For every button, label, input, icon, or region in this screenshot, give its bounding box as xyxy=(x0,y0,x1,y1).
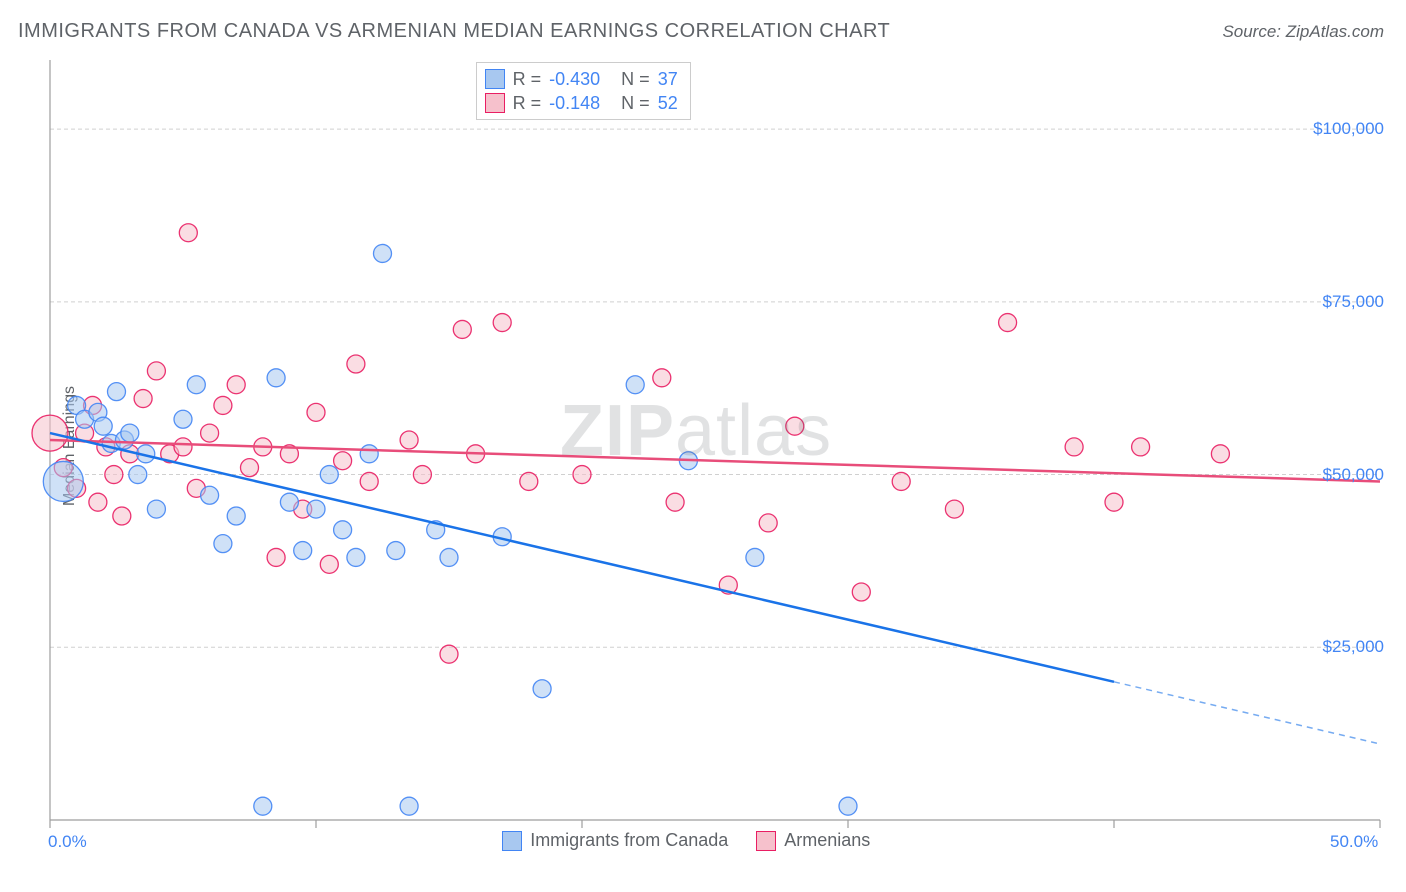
y-tick-label: $50,000 xyxy=(1323,465,1384,485)
swatch-series1 xyxy=(502,831,522,851)
stats-row-1: R = -0.430 N = 37 xyxy=(485,67,678,91)
watermark: ZIPatlas xyxy=(560,390,832,472)
legend-item-1: Immigrants from Canada xyxy=(502,830,728,851)
swatch-series1 xyxy=(485,69,505,89)
y-tick-label: $100,000 xyxy=(1313,119,1384,139)
legend-label-1: Immigrants from Canada xyxy=(530,830,728,851)
x-tick-label: 50.0% xyxy=(1330,832,1378,852)
r-label: R = xyxy=(513,93,542,114)
n-label: N = xyxy=(621,69,650,90)
chart-container: IMMIGRANTS FROM CANADA VS ARMENIAN MEDIA… xyxy=(0,0,1406,892)
x-tick-label: 0.0% xyxy=(48,832,87,852)
n-value-1: 37 xyxy=(658,69,678,90)
r-value-1: -0.430 xyxy=(549,69,600,90)
r-label: R = xyxy=(513,69,542,90)
legend-item-2: Armenians xyxy=(756,830,870,851)
r-value-2: -0.148 xyxy=(549,93,600,114)
series-legend: Immigrants from Canada Armenians xyxy=(502,830,870,851)
stats-row-2: R = -0.148 N = 52 xyxy=(485,91,678,115)
stats-legend: R = -0.430 N = 37 R = -0.148 N = 52 xyxy=(476,62,691,120)
legend-label-2: Armenians xyxy=(784,830,870,851)
swatch-series2 xyxy=(485,93,505,113)
n-value-2: 52 xyxy=(658,93,678,114)
y-tick-label: $75,000 xyxy=(1323,292,1384,312)
swatch-series2 xyxy=(756,831,776,851)
n-label: N = xyxy=(621,93,650,114)
y-tick-label: $25,000 xyxy=(1323,637,1384,657)
